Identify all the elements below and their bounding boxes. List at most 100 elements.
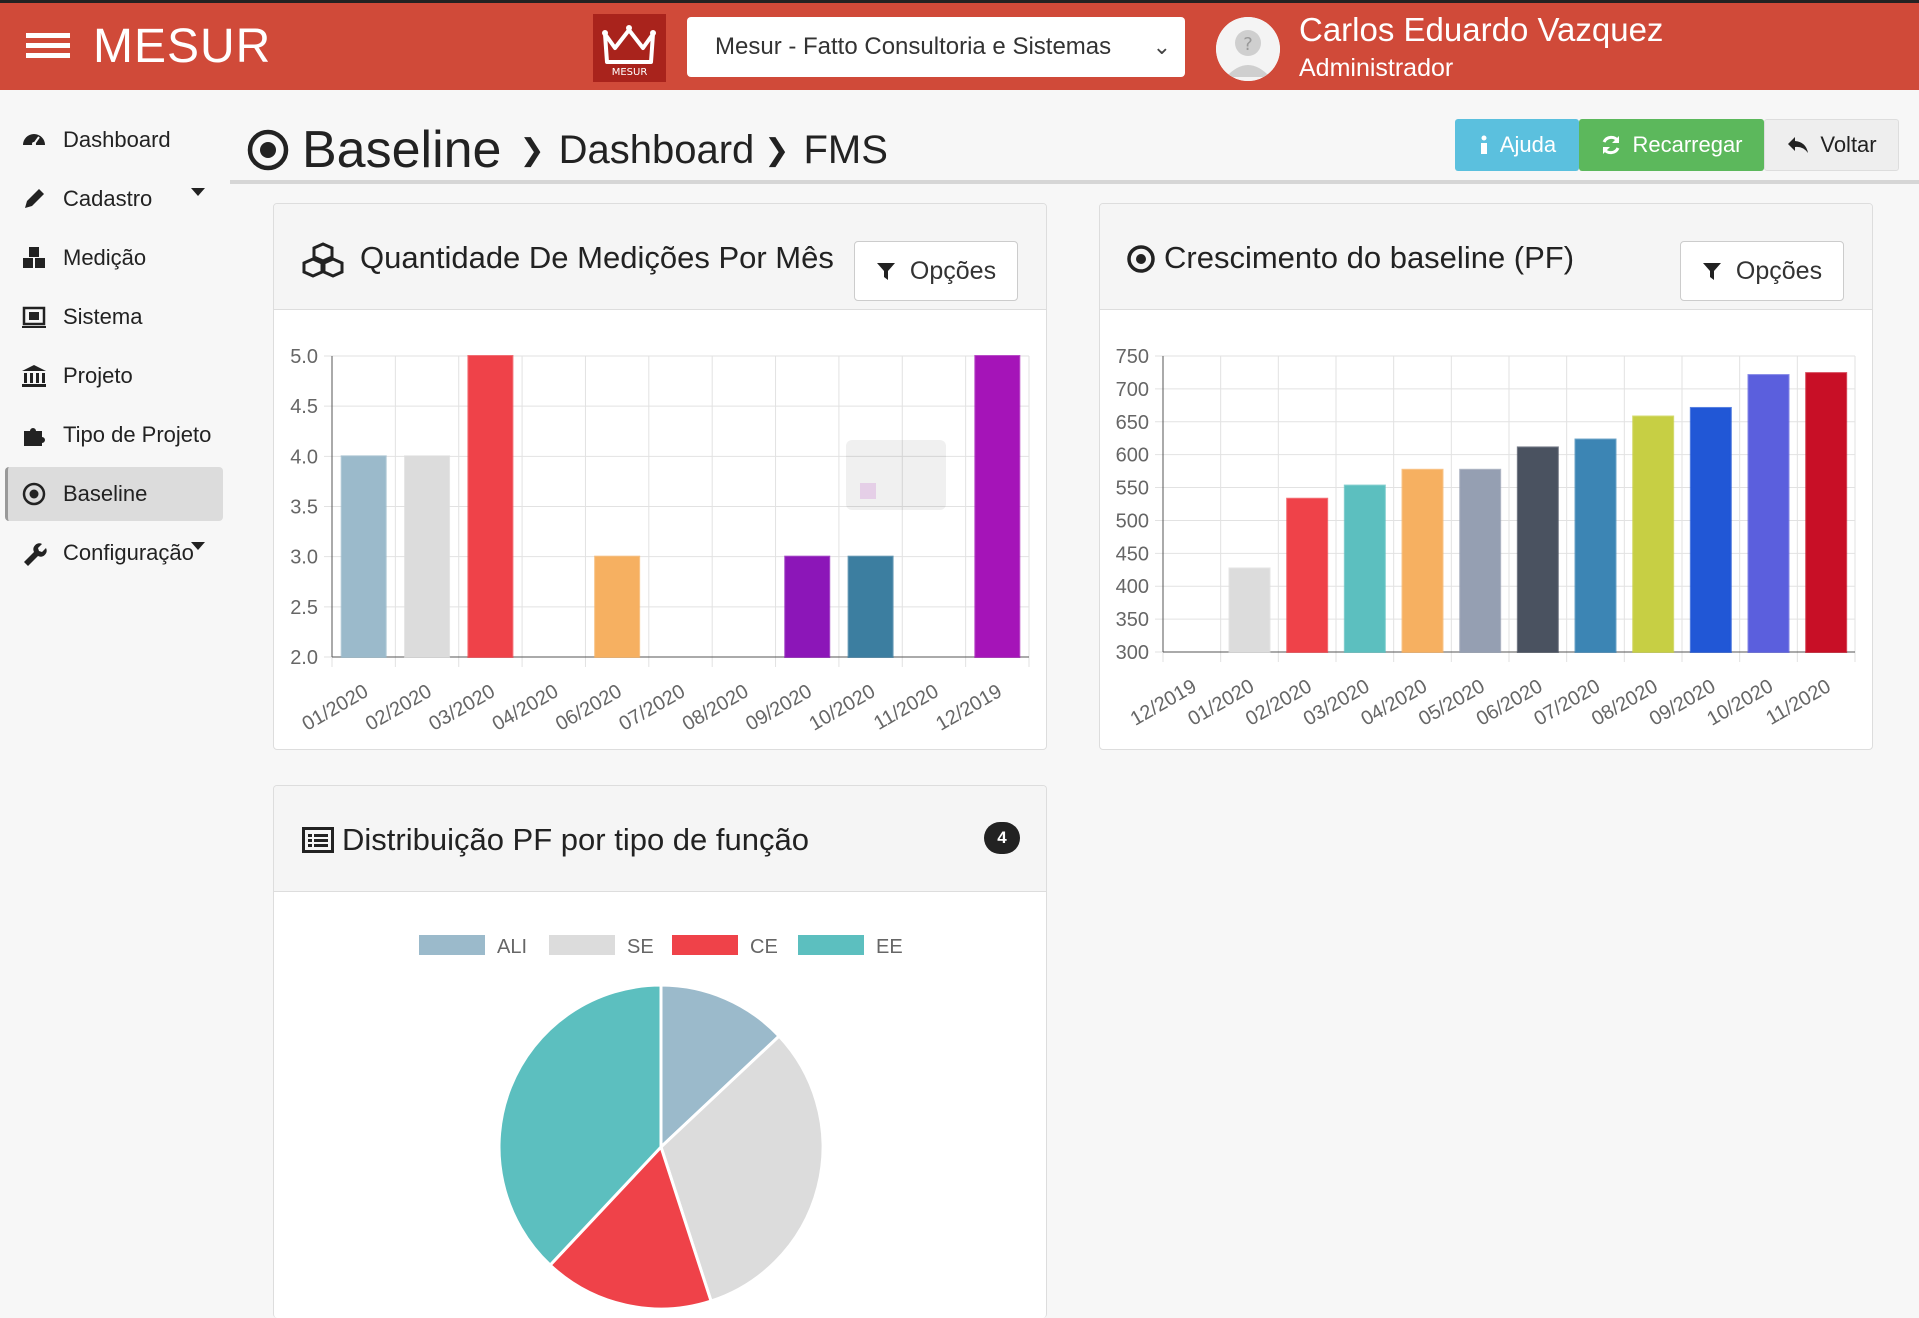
y-tick-label: 350 xyxy=(1116,609,1149,631)
y-tick-label: 450 xyxy=(1116,543,1149,565)
y-tick-label: 5.0 xyxy=(290,346,318,368)
count-badge: 4 xyxy=(984,822,1020,854)
x-tick-label: 04/2020 xyxy=(1357,675,1431,730)
avatar[interactable]: ? xyxy=(1216,17,1280,81)
chart-bar xyxy=(784,555,831,659)
x-tick-label: 02/2020 xyxy=(362,680,436,735)
panel-header: Distribuição PF por tipo de função 4 xyxy=(274,786,1046,892)
pie-slice xyxy=(547,1144,713,1311)
x-tick-label: 10/2020 xyxy=(805,680,879,735)
sidebar-item-dashboard[interactable]: Dashboard xyxy=(5,113,223,167)
y-tick-label: 500 xyxy=(1116,510,1149,532)
dot-circle-icon xyxy=(22,482,46,506)
chart-bar xyxy=(1228,567,1271,653)
chart-bar xyxy=(1574,438,1617,653)
pie-slice xyxy=(659,1033,825,1303)
breadcrumb-item-dashboard[interactable]: Dashboard xyxy=(558,127,755,172)
legend-swatch xyxy=(549,935,615,955)
dot-circle-icon xyxy=(247,129,289,171)
y-tick-label: 550 xyxy=(1116,478,1149,500)
chart-bar xyxy=(1689,406,1732,653)
sidebar-item-label: Cadastro xyxy=(63,186,153,211)
sidebar-item-sistema[interactable]: Sistema xyxy=(5,290,223,344)
help-button[interactable]: Ajuda xyxy=(1455,119,1579,171)
chart-crescimento-baseline: 300 350 400 450 500 550 600 650 700 750 12/201901/… xyxy=(1116,346,1856,730)
chart-bar xyxy=(594,555,641,659)
x-tick-label: 07/2020 xyxy=(1530,675,1604,730)
y-tick-label: 400 xyxy=(1116,576,1149,598)
sidebar-item-label: Medição xyxy=(63,245,147,270)
puzzle-icon xyxy=(24,428,45,446)
chevron-down-icon: ⌄ xyxy=(1152,34,1171,59)
refresh-icon xyxy=(1603,135,1620,155)
x-tick-label: 06/2020 xyxy=(1473,675,1547,730)
sidebar-item-medicao[interactable]: Medição xyxy=(5,231,223,285)
logo-text: MESUR xyxy=(611,67,648,78)
chart-bar xyxy=(1459,468,1502,653)
reload-button[interactable]: Recarregar xyxy=(1579,119,1764,171)
dot-circle-icon xyxy=(1127,245,1155,273)
user-placeholder-icon: ? xyxy=(1216,17,1280,81)
x-tick-label: 01/2020 xyxy=(1184,675,1258,730)
caret-down-icon xyxy=(191,188,205,196)
chart-bar xyxy=(1632,415,1675,654)
panel-crescimento-baseline: Crescimento do baseline (PF) Opções 300 3… xyxy=(1099,203,1873,750)
x-tick-label: 08/2020 xyxy=(1588,675,1662,730)
system-icon xyxy=(22,306,46,328)
dashboard-icon xyxy=(23,134,45,146)
breadcrumb-item-fms: FMS xyxy=(803,127,888,172)
x-tick-label: 12/2019 xyxy=(1127,675,1201,730)
pie-slice xyxy=(659,983,782,1151)
sidebar-item-label: Baseline xyxy=(63,481,148,506)
panel-header: Crescimento do baseline (PF) Opções xyxy=(1100,204,1872,310)
reply-icon xyxy=(1788,137,1809,153)
info-icon xyxy=(1480,135,1487,154)
chart-bar xyxy=(1805,372,1848,653)
legend-swatch xyxy=(419,935,485,955)
x-tick-label: 11/2020 xyxy=(1762,675,1834,729)
divider xyxy=(230,180,1919,184)
chart-bar xyxy=(404,455,451,658)
chevron-right-icon: ❯ xyxy=(764,133,790,167)
sidebar-item-label: Dashboard xyxy=(63,127,171,152)
organization-select-value: Mesur - Fatto Consultoria e Sistemas xyxy=(715,33,1112,60)
app-logo: MESUR xyxy=(593,14,666,82)
options-button[interactable]: Opções xyxy=(854,241,1018,301)
y-tick-label: 750 xyxy=(1116,346,1149,368)
options-button[interactable]: Opções xyxy=(1680,241,1844,301)
back-button[interactable]: Voltar xyxy=(1764,119,1899,171)
sidebar-item-projeto[interactable]: Projeto xyxy=(5,349,223,403)
options-button-label: Opções xyxy=(1735,256,1823,285)
filter-icon xyxy=(876,263,895,280)
panel-medicoes-por-mes: Quantidade De Medições Por Mês Opções 2.… xyxy=(273,203,1047,750)
legend-label: CE xyxy=(750,936,778,958)
chart-distribuicao-pf: ALI SE CE EE xyxy=(419,935,903,1311)
sidebar-item-tipo-de-projeto[interactable]: Tipo de Projeto xyxy=(5,408,223,462)
svg-text:?: ? xyxy=(1243,34,1253,55)
y-tick-label: 650 xyxy=(1116,412,1149,434)
sidebar-item-cadastro[interactable]: Cadastro xyxy=(5,172,223,226)
chart-bar xyxy=(467,355,514,658)
x-tick-label: 08/2020 xyxy=(679,680,753,735)
menu-toggle-icon[interactable] xyxy=(26,33,70,65)
cubes-icon xyxy=(302,242,344,278)
y-tick-label: 4.5 xyxy=(290,396,318,418)
crown-logo-icon xyxy=(602,25,656,64)
x-tick-label: 01/2020 xyxy=(299,680,373,735)
y-tick-label: 2.0 xyxy=(290,647,318,669)
filter-icon xyxy=(1702,263,1721,280)
panel-distribuicao-pf: Distribuição PF por tipo de função 4 ALI… xyxy=(273,785,1047,1318)
caret-down-icon xyxy=(191,542,205,550)
x-tick-label: 02/2020 xyxy=(1242,675,1316,730)
organization-select[interactable]: Mesur - Fatto Consultoria e Sistemas ⌄ xyxy=(687,17,1185,77)
sidebar-item-configuracao[interactable]: Configuração xyxy=(5,526,223,580)
chevron-right-icon: ❯ xyxy=(519,133,545,167)
sidebar-item-baseline[interactable]: Baseline xyxy=(5,467,223,521)
chart-bar xyxy=(340,455,387,658)
y-tick-label: 3.5 xyxy=(290,497,318,519)
user-name: Carlos Eduardo Vazquez xyxy=(1299,11,1664,48)
options-button-label: Opções xyxy=(909,256,997,285)
cubes-icon xyxy=(23,247,45,268)
x-tick-label: 11/2020 xyxy=(870,680,942,734)
x-tick-label: 05/2020 xyxy=(1415,675,1489,730)
